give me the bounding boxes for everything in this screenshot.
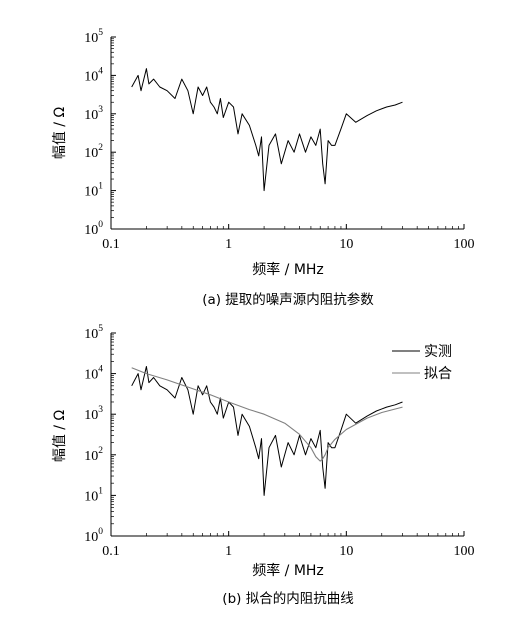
y-tick-label: 100 xyxy=(84,527,103,545)
x-tick-label: 10 xyxy=(339,237,353,252)
legend-label-fitted: 拟合 xyxy=(424,366,452,382)
y-tick-label: 103 xyxy=(84,105,103,123)
chart-panel-a: 100 101 102 103 104 105 0.1 1 10 100 频率 / MHz 幅值… xyxy=(52,28,475,308)
x-tick-label: 1 xyxy=(225,544,232,559)
caption-a: (a) 提取的噪声源内阻抗参数 xyxy=(202,291,374,308)
x-ticks-b xyxy=(110,531,465,536)
series-line-fitted xyxy=(131,367,403,462)
y-tick-label: 100 xyxy=(84,220,103,238)
x-ticks-a xyxy=(110,224,465,229)
y-tick-label: 104 xyxy=(84,365,103,383)
y-tick-label: 101 xyxy=(84,486,103,504)
legend-b: 实测 拟合 xyxy=(392,344,452,382)
x-axis-title-a: 频率 / MHz xyxy=(252,261,324,278)
y-tick-label: 102 xyxy=(84,446,103,464)
x-tick-label: 0.1 xyxy=(102,544,120,559)
x-axis-title-b: 频率 / MHz xyxy=(252,562,324,579)
y-tick-label: 103 xyxy=(84,405,103,423)
y-tick-label: 101 xyxy=(84,182,103,200)
y-axis-title-a: 幅值 / Ω xyxy=(52,107,68,160)
x-tick-label: 0.1 xyxy=(102,237,120,252)
y-ticks-b xyxy=(111,332,116,537)
y-tick-labels-b: 100 101 102 103 104 105 xyxy=(84,324,103,545)
series-group-b xyxy=(131,366,403,496)
y-axis-title-b: 幅值 / Ω xyxy=(52,410,68,463)
y-tick-label: 105 xyxy=(84,324,103,342)
x-tick-labels-a: 0.1 1 10 100 xyxy=(102,237,474,252)
y-tick-labels-a: 100 101 102 103 104 105 xyxy=(84,28,103,238)
x-tick-label: 1 xyxy=(225,237,232,252)
y-tick-label: 105 xyxy=(84,28,103,46)
series-line-measured xyxy=(131,366,403,496)
y-ticks-a xyxy=(111,36,116,230)
x-tick-label: 100 xyxy=(454,237,475,252)
x-tick-label: 100 xyxy=(454,544,475,559)
series-line-measured xyxy=(131,68,403,192)
x-tick-label: 10 xyxy=(339,544,353,559)
chart-panel-b: 100 101 102 103 104 105 0.1 1 10 100 实测 拟合 频率 / … xyxy=(52,324,475,607)
caption-b: (b) 拟合的内阻抗曲线 xyxy=(222,591,353,607)
legend-label-measured: 实测 xyxy=(424,344,452,360)
y-tick-label: 102 xyxy=(84,143,103,161)
series-group-a xyxy=(131,68,403,192)
y-tick-label: 104 xyxy=(84,66,103,84)
x-tick-labels-b: 0.1 1 10 100 xyxy=(102,544,474,559)
